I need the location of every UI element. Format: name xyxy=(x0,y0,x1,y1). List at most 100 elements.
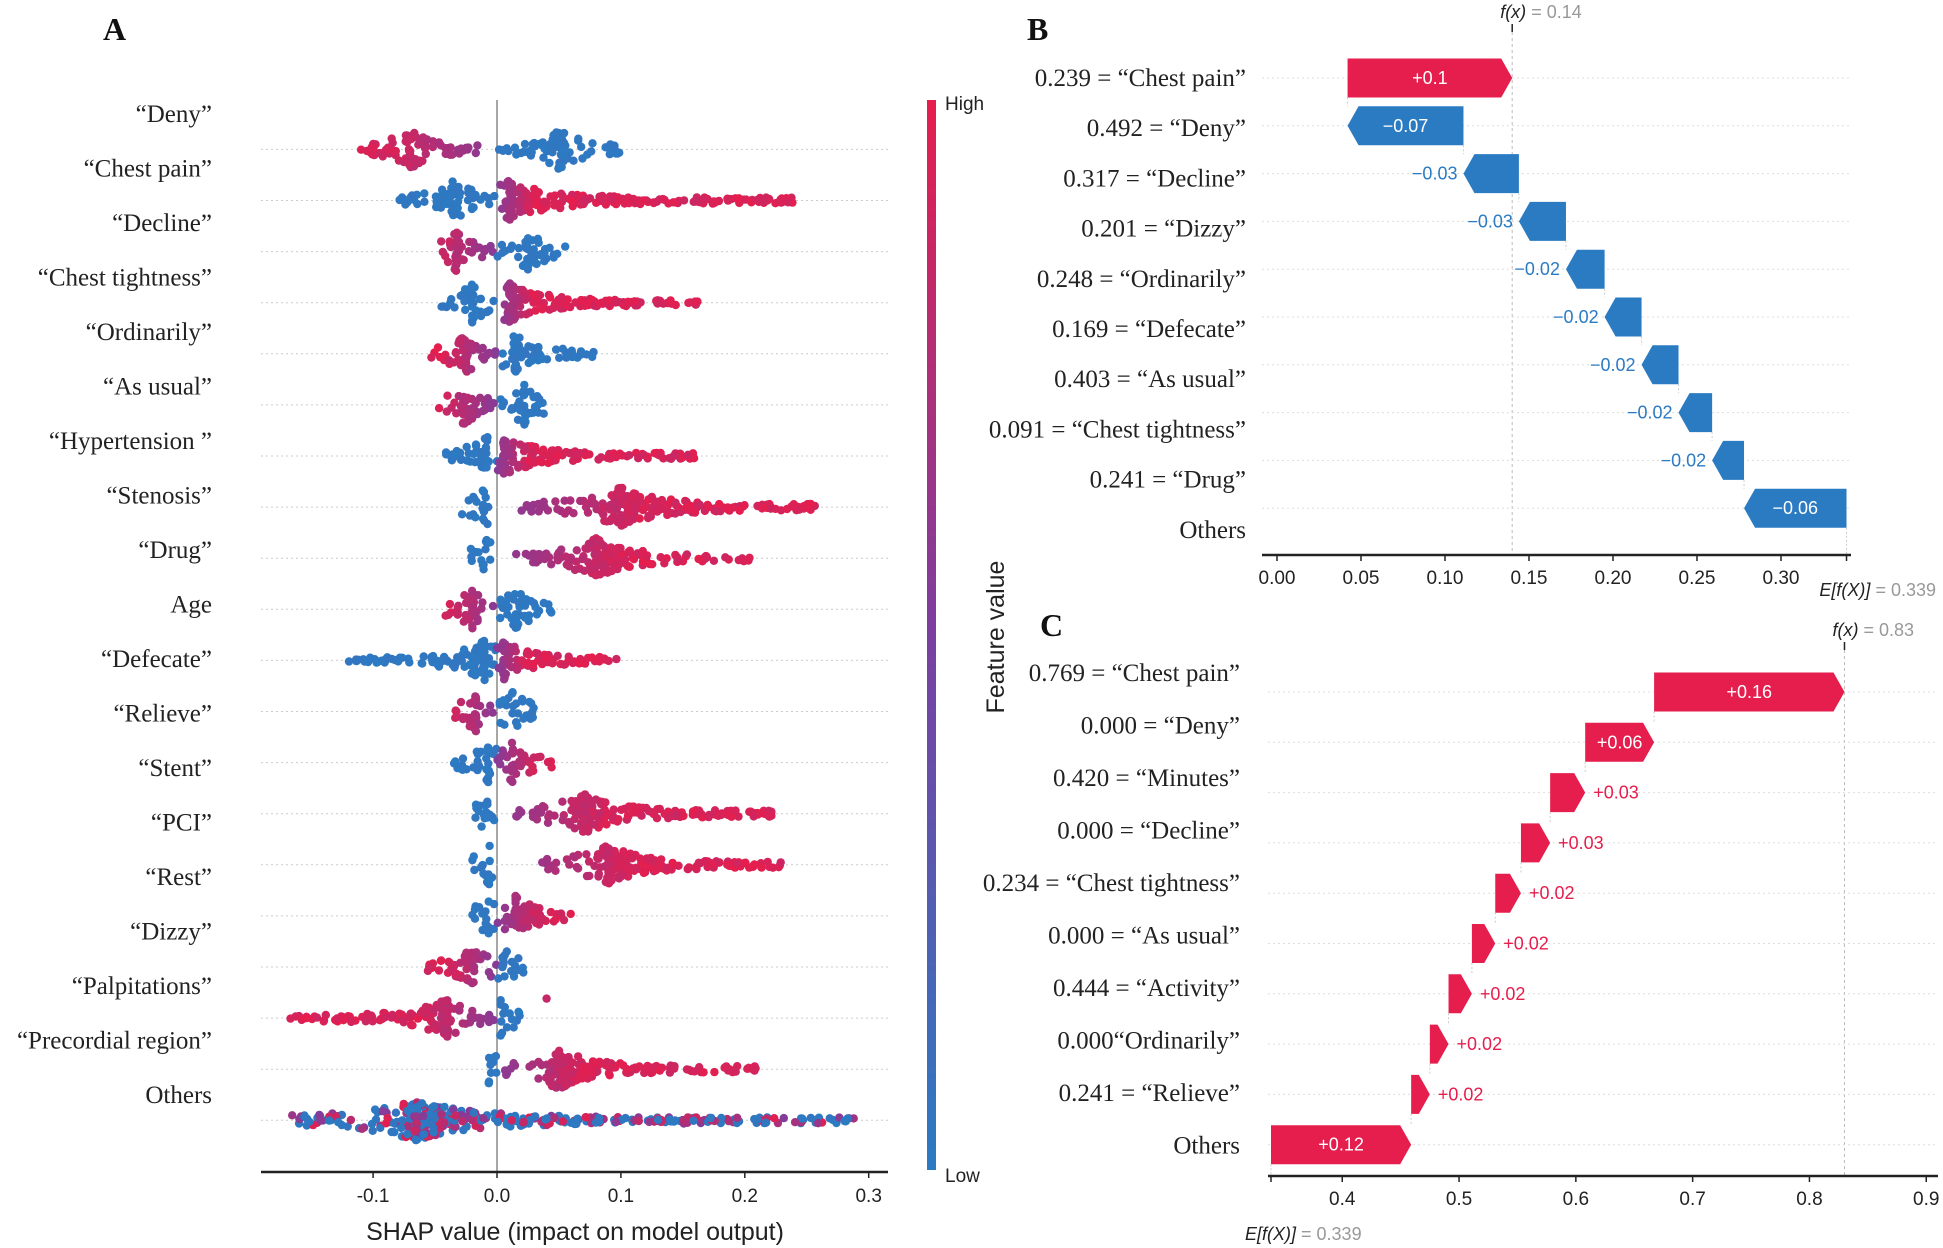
shap-dot xyxy=(514,1007,523,1016)
shap-dot xyxy=(286,1014,295,1023)
shap-dot xyxy=(706,1113,715,1123)
shap-dot xyxy=(445,599,455,609)
shap-dot xyxy=(451,348,461,358)
shap-dot xyxy=(607,566,616,576)
shap-dot xyxy=(529,190,538,199)
shap-dot xyxy=(544,865,553,874)
shap-dot xyxy=(502,752,512,762)
shap-dot xyxy=(468,603,477,612)
shap-dot xyxy=(467,659,476,668)
shap-dot xyxy=(537,447,546,456)
shap-dot xyxy=(522,649,532,658)
contribution-value-label: −0.02 xyxy=(1590,355,1636,375)
shap-dot xyxy=(493,252,502,261)
shap-dot xyxy=(518,963,527,972)
shap-dot xyxy=(580,791,589,800)
shap-dot xyxy=(300,1112,309,1121)
shap-dot xyxy=(689,454,699,463)
contribution-value-label: +0.02 xyxy=(1529,883,1575,903)
shap-dot xyxy=(472,803,481,813)
shap-dot xyxy=(418,156,427,166)
shap-dot xyxy=(488,601,498,611)
x-tick-label: 0.7 xyxy=(1679,1189,1705,1210)
shap-dot xyxy=(693,297,702,306)
shap-dot xyxy=(474,548,483,557)
shap-dot xyxy=(325,1116,334,1125)
shap-dot xyxy=(482,746,491,755)
shap-dot xyxy=(512,812,521,821)
shap-dot xyxy=(765,862,774,872)
shap-dot xyxy=(551,345,561,354)
negative-contribution-bar xyxy=(1604,297,1642,337)
shap-dot xyxy=(460,297,469,306)
shap-dot xyxy=(467,365,476,374)
beeswarm-row xyxy=(356,128,624,173)
contribution-value-label: −0.03 xyxy=(1467,211,1513,231)
shap-dot xyxy=(469,962,479,971)
shap-dot xyxy=(432,197,441,206)
shap-dot xyxy=(485,841,494,851)
shap-dot xyxy=(653,296,662,305)
shap-dot xyxy=(507,966,516,976)
shap-dot xyxy=(534,920,544,929)
shap-dot xyxy=(645,559,655,569)
shap-dot xyxy=(497,204,507,213)
shap-dot xyxy=(504,177,513,186)
shap-dot xyxy=(383,654,392,663)
feature-label: 0.241 = “Drug” xyxy=(1090,467,1246,494)
shap-dot xyxy=(521,549,530,559)
feature-label: 0.234 = “Chest tightness” xyxy=(983,870,1240,897)
positive-contribution-bar xyxy=(1495,873,1521,913)
shap-dot xyxy=(468,318,477,327)
shap-dot xyxy=(797,1114,807,1123)
contribution-value-label: +0.1 xyxy=(1412,68,1448,88)
shap-dot xyxy=(441,144,450,153)
shap-dot xyxy=(570,853,579,862)
beeswarm-row xyxy=(434,380,548,429)
colorbar-low-label: Low xyxy=(945,1166,980,1187)
shap-dot xyxy=(655,862,665,871)
shap-dot xyxy=(616,1059,625,1068)
shap-dot xyxy=(319,1016,329,1025)
x-tick-label: 0.10 xyxy=(1427,568,1464,589)
shap-dot xyxy=(825,1114,834,1123)
shap-dot xyxy=(667,865,676,874)
shap-dot xyxy=(411,1112,421,1121)
y-tick-label: “Dizzy” xyxy=(130,919,212,946)
shap-dot xyxy=(511,891,520,901)
shap-dot xyxy=(514,341,524,350)
shap-dot xyxy=(542,654,551,663)
shap-dot xyxy=(428,651,438,661)
shap-dot xyxy=(750,860,759,869)
shap-dot xyxy=(537,141,547,150)
shap-dot xyxy=(483,813,492,822)
shap-dot xyxy=(514,252,523,262)
shap-dot xyxy=(471,440,481,449)
shap-dot xyxy=(538,858,547,867)
shap-dot xyxy=(539,598,548,608)
shap-dot xyxy=(443,1016,452,1025)
shap-dot xyxy=(421,1002,430,1012)
shap-dot xyxy=(517,194,526,203)
shap-dot xyxy=(613,196,623,205)
shap-dot xyxy=(453,197,463,206)
shap-dot xyxy=(510,143,520,152)
feature-label: 0.317 = “Decline” xyxy=(1063,165,1246,192)
shap-dot xyxy=(576,496,585,506)
shap-dot xyxy=(535,904,544,913)
shap-dot xyxy=(512,389,521,398)
shap-dot xyxy=(561,1058,570,1068)
shap-dot xyxy=(569,156,578,165)
shap-dot xyxy=(464,185,473,194)
shap-dot xyxy=(478,486,487,495)
shap-dot xyxy=(444,610,453,620)
shap-dot xyxy=(513,415,523,424)
shap-dot xyxy=(679,1116,688,1126)
shap-dot xyxy=(740,501,749,510)
shap-dot xyxy=(500,903,510,913)
shap-dot xyxy=(523,147,532,157)
shap-dot xyxy=(776,858,785,867)
y-tick-label: “Stent” xyxy=(138,755,212,782)
shap-dot xyxy=(376,1123,385,1133)
beeswarm-row xyxy=(423,947,528,988)
